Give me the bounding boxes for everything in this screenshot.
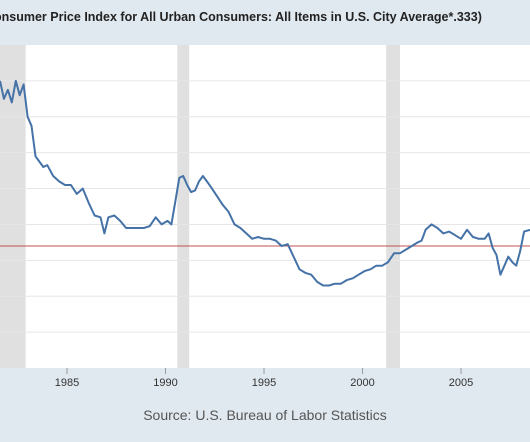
recession-band-3	[386, 45, 400, 368]
series-line-1	[0, 79, 530, 287]
x-tick-label: 1995	[252, 377, 276, 389]
series-group	[0, 79, 530, 287]
x-tick-label: 2005	[449, 377, 473, 389]
plot-area	[0, 45, 530, 368]
x-axis-ticks: 1985 1990 1995 2000 2005	[55, 368, 473, 389]
source-note: Source: U.S. Bureau of Labor Statistics	[143, 407, 387, 423]
x-tick-label: 2000	[350, 377, 374, 389]
chart-svg: 1985 1990 1995 2000 2005	[0, 45, 530, 389]
recession-band-2	[177, 45, 190, 368]
x-tick-label: 1985	[55, 377, 79, 389]
x-tick-label: 1990	[153, 377, 177, 389]
chart-title: onsumer Price Index for All Urban Consum…	[0, 10, 482, 24]
recession-bands	[0, 45, 400, 368]
gridlines	[0, 80, 530, 333]
